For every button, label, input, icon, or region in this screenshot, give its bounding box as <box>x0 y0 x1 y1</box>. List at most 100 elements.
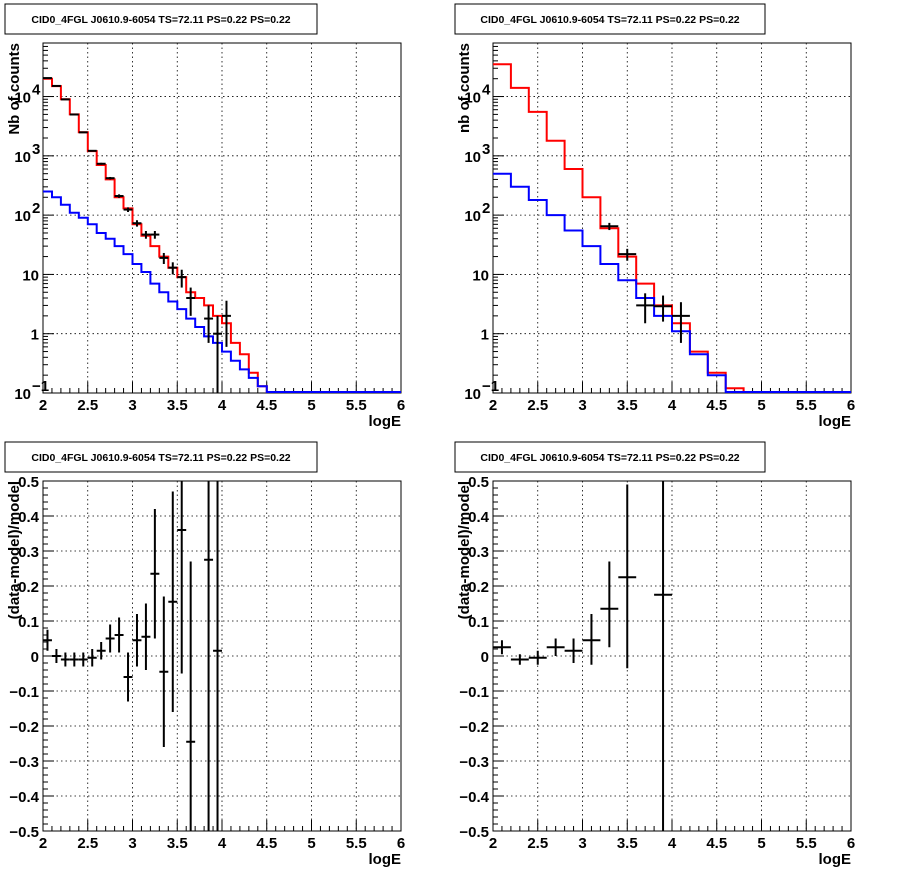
data-point <box>105 624 115 653</box>
data-point <box>141 230 151 239</box>
x-tick-label: 5 <box>307 397 315 414</box>
grid-lines <box>43 43 401 393</box>
x-tick-label: 2 <box>39 397 47 414</box>
data-point <box>582 614 601 665</box>
data-point <box>204 305 214 343</box>
data-point <box>60 98 70 101</box>
x-tick-label: 4.5 <box>256 835 277 852</box>
y-tick-label: −0.2 <box>459 719 489 736</box>
grid-lines <box>493 43 851 393</box>
x-tick-label: 5.5 <box>796 397 817 414</box>
chart-title: CID0_4FGL J0610.9-6054 TS=72.11 PS=0.22 … <box>480 452 739 464</box>
x-tick-label: 4 <box>668 835 677 852</box>
y-tick-label: 10 <box>464 149 481 166</box>
y-tick-label: 0.5 <box>18 474 39 491</box>
y-tick-label: 0.4 <box>18 509 40 526</box>
grid-lines <box>493 481 851 831</box>
y-tick-label: 10 <box>22 267 39 284</box>
chart-title: CID0_4FGL J0610.9-6054 TS=72.11 PS=0.22 … <box>31 14 290 26</box>
data-points <box>43 481 222 831</box>
x-tick-label: 6 <box>397 835 405 852</box>
x-tick-label: 5.5 <box>346 835 367 852</box>
data-point <box>528 650 547 665</box>
y-tick-exponent: 4 <box>32 82 41 99</box>
data-point <box>177 269 187 288</box>
data-point <box>600 222 619 231</box>
data-point <box>96 162 106 165</box>
data-points <box>493 481 672 831</box>
grid-lines <box>43 481 401 831</box>
data-point <box>564 638 583 663</box>
data-point <box>87 649 97 667</box>
data-point <box>186 561 196 831</box>
y-tick-label: 10 <box>14 386 31 403</box>
data-point <box>78 652 88 667</box>
data-point <box>43 629 52 651</box>
y-tick-label: 0 <box>481 649 489 666</box>
x-tick-label: 2.5 <box>527 397 548 414</box>
y-tick-label: 0.5 <box>468 474 489 491</box>
x-tick-label: 4.5 <box>706 835 727 852</box>
data-point <box>150 230 160 239</box>
x-tick-label: 2 <box>489 835 497 852</box>
x-tick-label: 4 <box>668 397 677 414</box>
y-tick-label: 0 <box>31 649 39 666</box>
data-point <box>141 603 151 670</box>
data-point <box>654 295 672 322</box>
y-tick-exponent: 4 <box>482 82 491 99</box>
x-tick-label: 3 <box>578 397 586 414</box>
y-tick-label: 0.3 <box>18 544 39 561</box>
x-tick-label: 3 <box>578 835 586 852</box>
data-point <box>96 642 106 660</box>
chart-title: CID0_4FGL J0610.9-6054 TS=72.11 PS=0.22 … <box>31 452 290 464</box>
data-point <box>510 654 529 665</box>
x-tick-label: 5 <box>757 835 765 852</box>
x-tick-label: 2 <box>489 397 497 414</box>
y-tick-exponent: 3 <box>32 141 40 158</box>
data-point <box>600 561 619 648</box>
y-tick-label: −0.4 <box>459 789 489 806</box>
y-tick-label: −0.5 <box>459 824 489 841</box>
y-axis-label: (data-model)/model <box>6 481 23 619</box>
y-tick-label: 0.3 <box>468 544 489 561</box>
data-point <box>654 481 672 831</box>
y-tick-label: 10 <box>14 90 31 107</box>
data-point <box>60 652 70 667</box>
data-point <box>105 176 115 180</box>
data-point <box>493 640 511 655</box>
x-tick-label: 4.5 <box>706 397 727 414</box>
data-point <box>78 131 88 134</box>
y-tick-exponent: 2 <box>32 200 40 217</box>
x-tick-label: 3 <box>128 835 136 852</box>
y-tick-label: 0.2 <box>18 579 39 596</box>
x-tick-label: 4 <box>218 835 227 852</box>
data-point <box>213 481 222 831</box>
y-tick-label: 0.1 <box>468 614 489 631</box>
x-tick-label: 6 <box>847 835 855 852</box>
data-point <box>204 481 214 831</box>
x-tick-label: 3.5 <box>617 397 638 414</box>
y-tick-label: −0.3 <box>9 754 39 771</box>
title-box <box>4 3 318 35</box>
y-tick-label: −0.4 <box>9 789 39 806</box>
data-point <box>636 293 655 324</box>
chart-panel-4: 2 2.5 3 3.5 4 4.5 5 5.5 6 −0.5 −0.4 −0.3 −0.2 −0.1 0 0.… <box>454 441 855 868</box>
y-tick-label: −0.1 <box>459 684 489 701</box>
y-tick-exponent: 2 <box>482 200 490 217</box>
y-tick-exponent: 3 <box>482 141 490 158</box>
data-point <box>114 194 124 198</box>
x-tick-label: 2.5 <box>77 397 98 414</box>
data-point <box>114 617 124 653</box>
data-point <box>168 262 178 275</box>
data-point <box>69 113 79 116</box>
y-tick-label: 10 <box>472 267 489 284</box>
x-tick-label: 2.5 <box>527 835 548 852</box>
data-point <box>159 596 169 747</box>
x-tick-label: 5 <box>757 397 765 414</box>
y-tick-label: −0.5 <box>9 824 39 841</box>
y-tick-label: −0.1 <box>9 684 39 701</box>
y-tick-label: 1 <box>481 327 489 344</box>
data-point <box>123 652 133 702</box>
